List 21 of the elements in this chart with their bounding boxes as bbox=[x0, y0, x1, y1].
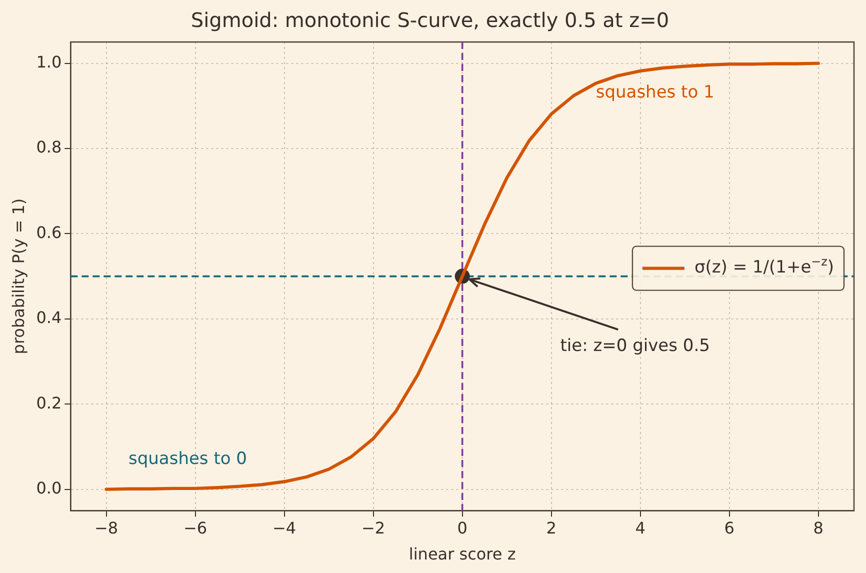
x-tick-label: −2 bbox=[362, 518, 386, 538]
y-tick-label: 1.0 bbox=[36, 52, 62, 72]
y-tick-label: 0.6 bbox=[36, 222, 62, 242]
y-tick-label: 0.0 bbox=[36, 478, 62, 498]
x-tick-label: 2 bbox=[546, 518, 556, 538]
x-tick-label: −6 bbox=[183, 518, 208, 538]
x-tick-label: 8 bbox=[813, 518, 824, 538]
x-tick-label: 4 bbox=[635, 518, 646, 538]
x-tick-label: −4 bbox=[272, 518, 296, 538]
x-axis-title: linear score z bbox=[408, 544, 516, 564]
y-axis-title: probability P(y = 1) bbox=[8, 198, 28, 354]
annotation: tie: z=0 gives 0.5 bbox=[560, 336, 710, 356]
y-tick-label: 0.2 bbox=[36, 393, 62, 412]
y-tick-label: 0.4 bbox=[36, 308, 62, 328]
chart-title: Sigmoid: monotonic S-curve, exactly 0.5 at z=0 bbox=[190, 8, 670, 32]
x-tick-label: 6 bbox=[724, 518, 734, 538]
x-tick-label: −8 bbox=[94, 518, 118, 538]
annotation: squashes to 1 bbox=[596, 82, 714, 103]
y-tick-label: 0.8 bbox=[36, 138, 62, 157]
x-tick-label: 0 bbox=[457, 518, 468, 538]
annotation: squashes to 0 bbox=[128, 448, 247, 469]
